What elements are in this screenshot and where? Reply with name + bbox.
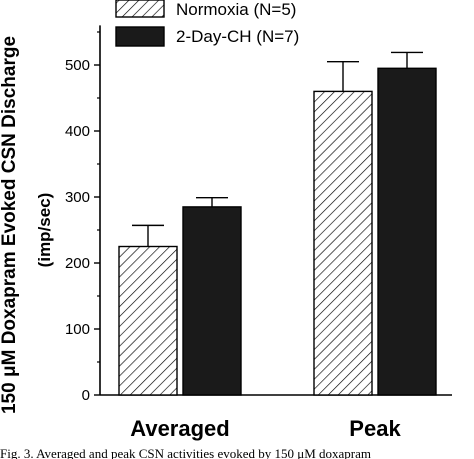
bar-ch-peak <box>377 67 437 396</box>
y-tick-label: 100 <box>65 321 90 338</box>
figure-caption: Fig. 3. Averaged and peak CSN activities… <box>0 448 372 459</box>
bar-normoxia-peak <box>313 90 373 396</box>
legend: Normoxia (N=5) 2-Day-CH (N=7) <box>115 0 299 47</box>
legend-swatch <box>115 26 165 47</box>
axes: 0 100 200 300 400 500 <box>65 25 452 404</box>
y-tick-label: 300 <box>65 189 90 206</box>
y-tick-label: 0 <box>82 387 90 404</box>
legend-label: 2-Day-CH (N=7) <box>176 27 299 46</box>
bar-ch-averaged <box>182 206 242 396</box>
bar-normoxia-averaged <box>118 245 178 396</box>
y-axis-unit-label: (imp/sec) <box>35 193 54 268</box>
y-tick-label: 400 <box>65 123 90 140</box>
y-tick-label: 200 <box>65 255 90 272</box>
y-axis-label: 150 μM Doxapram Evoked CSN Discharge <box>0 36 20 414</box>
bars: Averaged Peak <box>118 51 437 441</box>
x-category-label: Averaged <box>130 416 229 441</box>
legend-label: Normoxia (N=5) <box>176 0 296 19</box>
y-tick-label: 500 <box>65 57 90 74</box>
x-category-label: Peak <box>349 416 401 441</box>
legend-swatch <box>115 0 165 18</box>
